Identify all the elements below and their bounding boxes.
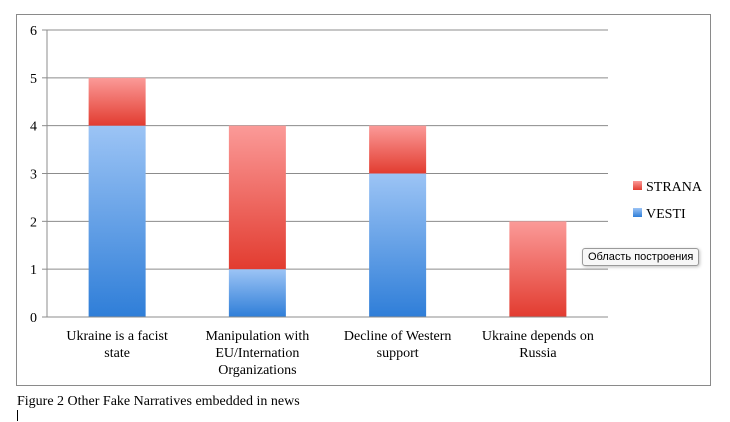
x-category-label: Russia <box>519 346 557 361</box>
x-category-label: state <box>104 346 130 361</box>
x-category-label: support <box>377 346 419 361</box>
y-tick-label: 3 <box>30 168 37 183</box>
y-tick-label: 6 <box>30 24 37 39</box>
x-category-label: Decline of Western <box>344 329 451 344</box>
bar-vesti <box>369 173 427 317</box>
legend: STRANA VESTI <box>633 180 703 222</box>
y-tick-label: 2 <box>30 215 37 230</box>
x-category-label: Manipulation with <box>205 329 309 344</box>
bar-strana <box>509 221 567 317</box>
bars <box>88 77 567 318</box>
bar-vesti <box>228 269 286 317</box>
stacked-bar-chart: 0 1 2 3 4 5 6 Ukraine is a facist state Manipulat… <box>30 24 703 378</box>
legend-label-vesti: VESTI <box>646 207 686 222</box>
bar-strana <box>369 125 427 174</box>
legend-label-strana: STRANA <box>646 180 703 195</box>
x-category-label: Ukraine depends on <box>482 329 594 344</box>
x-category-label: Ukraine is a facist <box>66 329 168 344</box>
y-tick-label: 1 <box>30 263 37 278</box>
axes: 0 1 2 3 4 5 6 Ukraine is a facist state Manipulat… <box>30 24 608 378</box>
legend-swatch-vesti <box>633 208 642 217</box>
figure-caption: Figure 2 Other Fake Narratives embedded … <box>17 394 300 409</box>
y-tick-label: 5 <box>30 72 37 87</box>
legend-swatch-strana <box>633 181 642 190</box>
bar-strana <box>228 125 286 270</box>
plot-area-tooltip: Область построения <box>582 248 700 266</box>
y-tick-label: 4 <box>30 120 37 135</box>
x-category-label: Organizations <box>218 363 296 378</box>
x-category-label: EU/Internation <box>215 346 299 361</box>
bar-strana <box>88 77 146 126</box>
bar-vesti <box>88 125 146 318</box>
y-tick-label: 0 <box>30 311 37 326</box>
text-cursor <box>17 410 18 421</box>
